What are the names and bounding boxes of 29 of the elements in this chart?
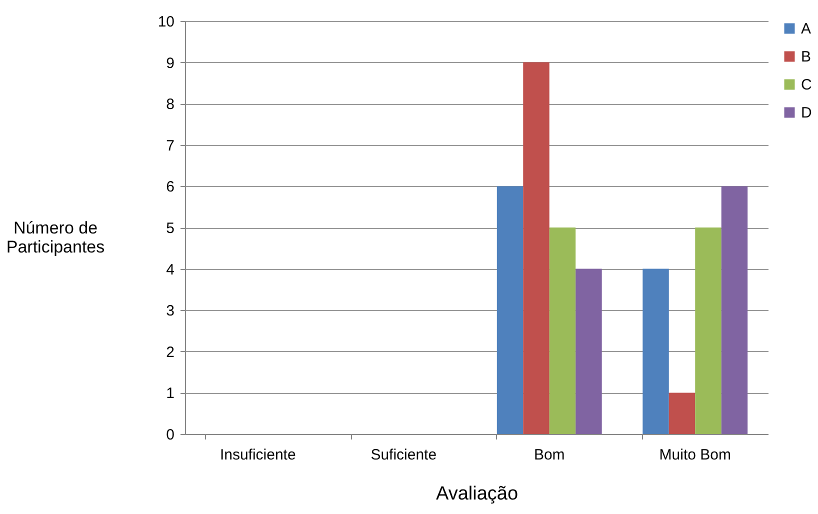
bar (576, 268, 602, 434)
legend-label: A (801, 20, 812, 38)
legend-label: C (801, 76, 812, 94)
y-tick-label: 7 (166, 137, 174, 154)
y-tick-label: 4 (166, 261, 174, 278)
x-tick-label: Bom (534, 446, 565, 464)
y-tick-label: 10 (158, 14, 174, 30)
y-tick-label: 8 (166, 96, 174, 114)
bar (668, 392, 696, 434)
bar (642, 268, 669, 434)
x-tick-label: Muito Bom (659, 446, 731, 464)
y-tick-label: 5 (166, 220, 174, 237)
y-tick-label: 3 (166, 302, 174, 320)
legend-label: D (801, 104, 812, 122)
y-axis-title: Número de Participantes (6, 218, 105, 256)
bar (523, 62, 550, 434)
x-tick-label: Suficiente (370, 446, 437, 464)
x-tick-label: Insuficiente (220, 446, 296, 464)
bar (721, 186, 748, 434)
bar (695, 228, 722, 434)
y-tick-label: 2 (166, 344, 174, 361)
bar (549, 228, 576, 434)
y-tick-label: 9 (166, 54, 174, 72)
y-tick-label: 1 (166, 385, 174, 402)
y-tick-label: 0 (166, 426, 174, 444)
x-axis-title: Avaliação (436, 484, 518, 504)
legend-label: B (801, 48, 812, 66)
y-tick-label: 6 (166, 178, 174, 196)
bar (496, 186, 524, 434)
